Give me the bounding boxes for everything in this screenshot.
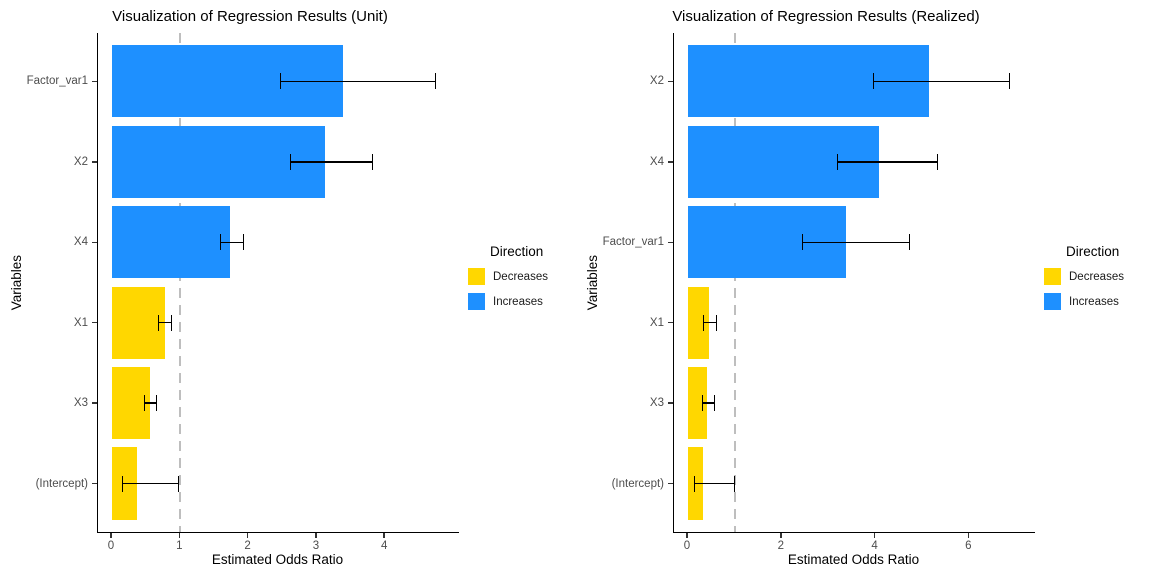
legend-item-label: Decreases <box>1069 270 1124 283</box>
y-tick-label: (Intercept) <box>35 477 88 490</box>
decreases-color-swatch <box>468 268 485 285</box>
chart-unit: Visualization of Regression Results (Uni… <box>6 8 572 567</box>
y-tick <box>668 80 673 83</box>
x-tick-label: 6 <box>965 540 972 552</box>
chart-title: Visualization of Regression Results (Uni… <box>112 8 388 25</box>
bar-X3 <box>112 367 150 440</box>
y-tick-label: X1 <box>649 316 664 329</box>
errorbar-Factor_var1 <box>801 234 910 251</box>
y-tick <box>668 402 673 404</box>
x-tick <box>110 533 112 538</box>
y-tick-label: X4 <box>73 236 88 249</box>
y-tick <box>92 80 97 83</box>
errorbar-Factor_var1 <box>280 73 436 90</box>
errorbar-X4 <box>219 234 244 251</box>
legend: Direction Decreases Increases <box>1044 244 1148 318</box>
legend-title: Direction <box>490 244 544 259</box>
errorbar-(Intercept) <box>121 475 179 492</box>
y-tick-label: X4 <box>649 155 664 168</box>
y-tick-label: X2 <box>649 75 664 88</box>
x-tick-label: 2 <box>777 540 784 552</box>
x-tick <box>686 533 688 538</box>
x-tick <box>967 533 970 538</box>
x-tick-label: 1 <box>176 540 183 552</box>
x-tick <box>315 533 317 538</box>
y-axis-label: Variables <box>8 254 24 311</box>
x-tick-label: 4 <box>381 540 388 552</box>
errorbar-X1 <box>157 314 173 331</box>
y-tick-label: X1 <box>73 316 88 329</box>
errorbar-X1 <box>703 314 718 331</box>
errorbar-X3 <box>144 395 158 412</box>
y-tick <box>92 402 97 404</box>
x-axis-label: Estimated Odds Ratio <box>211 552 344 567</box>
x-tick <box>873 533 876 538</box>
y-axis-label-wrap: Variables <box>582 33 602 532</box>
increases-color-swatch <box>468 293 485 310</box>
errorbar-X3 <box>702 395 715 412</box>
plot-panel <box>97 33 459 533</box>
legend-item-increases: Increases <box>1044 293 1148 310</box>
reference-line <box>733 33 736 532</box>
y-tick <box>668 482 673 485</box>
legend: Direction Decreases Increases <box>468 244 572 318</box>
x-tick <box>178 533 181 538</box>
x-tick <box>383 533 385 538</box>
y-tick-label: Factor_var1 <box>26 75 88 88</box>
increases-color-swatch <box>1044 293 1061 310</box>
legend-item-label: Increases <box>1069 295 1119 308</box>
chart-realized: Visualization of Regression Results (Rea… <box>576 0 1152 576</box>
legend-item-decreases: Decreases <box>468 268 572 285</box>
y-tick <box>668 241 673 243</box>
legend-title: Direction <box>1066 244 1120 259</box>
x-tick-label: 4 <box>871 540 878 552</box>
y-tick <box>668 161 673 163</box>
legend-item-label: Decreases <box>493 270 548 283</box>
y-axis-label-wrap: Variables <box>6 33 26 532</box>
y-tick <box>92 482 97 485</box>
x-tick <box>780 533 782 538</box>
y-tick-label: X3 <box>73 397 88 410</box>
y-tick-label: X2 <box>73 155 88 168</box>
y-axis-label: Variables <box>584 254 600 311</box>
legend-item-increases: Increases <box>468 293 572 310</box>
x-tick <box>246 533 249 538</box>
y-tick <box>92 321 97 324</box>
bar-X1 <box>112 286 166 359</box>
decreases-color-swatch <box>1044 268 1061 285</box>
y-tick <box>668 321 673 324</box>
y-tick-label: X3 <box>649 397 664 410</box>
x-tick-label: 0 <box>683 540 691 552</box>
bar-X2 <box>112 125 326 198</box>
x-tick-label: 0 <box>107 540 115 552</box>
y-tick <box>92 161 97 163</box>
bar-X1 <box>688 286 710 359</box>
errorbar-(Intercept) <box>693 475 735 492</box>
y-tick-label: (Intercept) <box>611 477 664 490</box>
reference-line <box>179 33 182 532</box>
legend-item-label: Increases <box>493 295 543 308</box>
bar-X4 <box>112 206 231 279</box>
errorbar-X4 <box>837 153 939 170</box>
plot-panel <box>673 33 1035 533</box>
errorbar-X2 <box>873 73 1010 90</box>
chart-title: Visualization of Regression Results (Rea… <box>672 8 980 25</box>
y-tick-label: Factor_var1 <box>602 236 664 249</box>
x-tick-label: 2 <box>244 540 251 552</box>
x-axis-label: Estimated Odds Ratio <box>787 552 920 567</box>
bar-X3 <box>688 367 708 440</box>
legend-item-decreases: Decreases <box>1044 268 1148 285</box>
errorbar-X2 <box>290 153 373 170</box>
y-tick <box>92 241 97 243</box>
x-tick-label: 3 <box>312 540 320 552</box>
